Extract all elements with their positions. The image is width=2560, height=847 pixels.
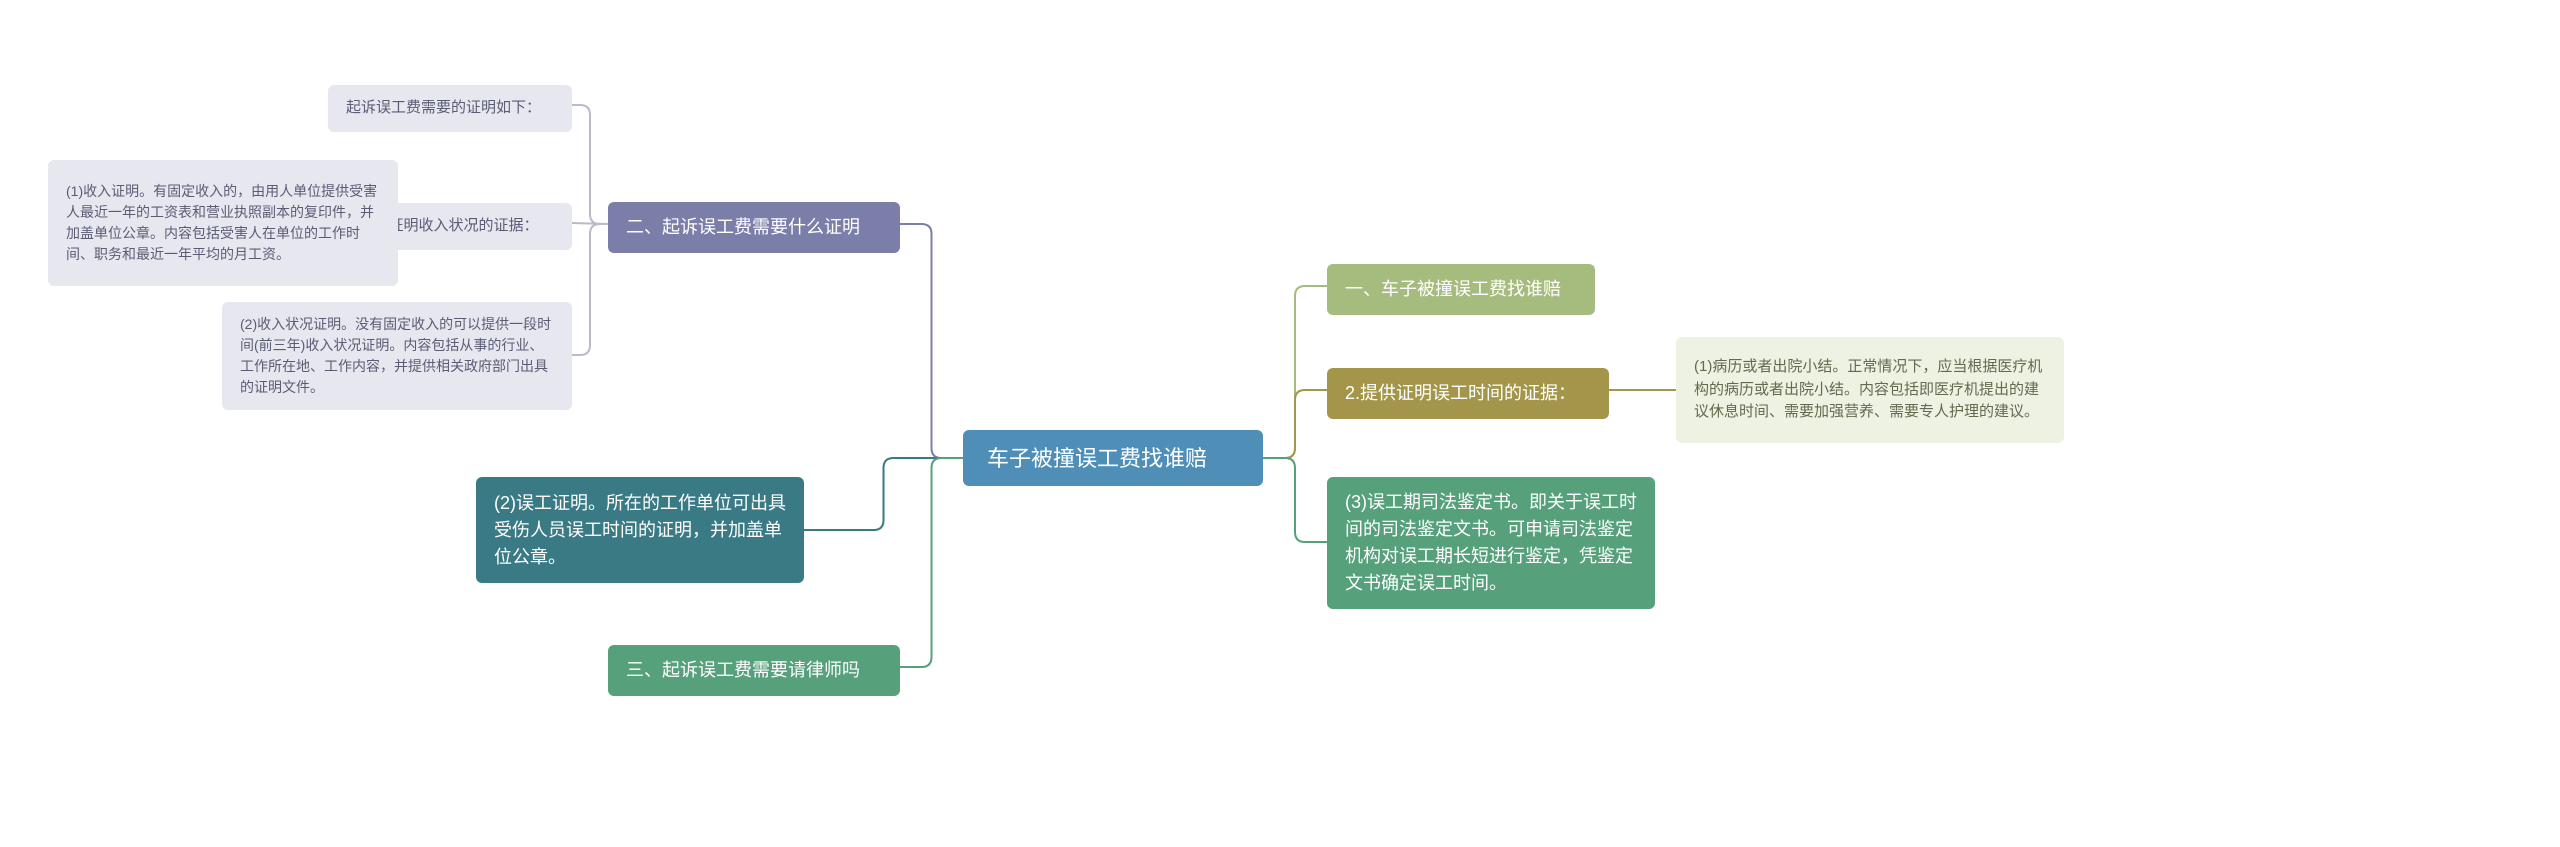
node-r1: 一、车子被撞误工费找谁赔 <box>1327 264 1595 315</box>
edge <box>1263 286 1327 458</box>
edge <box>900 458 963 667</box>
edge <box>1263 390 1327 458</box>
edge <box>572 223 608 224</box>
node-r2: 2.提供证明误工时间的证据： <box>1327 368 1609 419</box>
edge <box>804 458 963 530</box>
node-r3: (3)误工期司法鉴定书。即关于误工时间的司法鉴定文书。可申请司法鉴定机构对误工期… <box>1327 477 1655 609</box>
node-l1: 二、起诉误工费需要什么证明 <box>608 202 900 253</box>
edge <box>1263 458 1327 542</box>
node-r2a: (1)病历或者出院小结。正常情况下，应当根据医疗机构的病历或者出院小结。内容包括… <box>1676 337 2064 443</box>
edge <box>572 224 608 355</box>
edge <box>572 105 608 224</box>
node-l1b1: (1)收入证明。有固定收入的，由用人单位提供受害人最近一年的工资表和营业执照副本… <box>48 160 398 286</box>
node-l1a: 起诉误工费需要的证明如下： <box>328 85 572 132</box>
center-node: 车子被撞误工费找谁赔 <box>963 430 1263 486</box>
node-l1c: (2)收入状况证明。没有固定收入的可以提供一段时间(前三年)收入状况证明。内容包… <box>222 302 572 410</box>
edge <box>900 224 963 458</box>
node-l3: 三、起诉误工费需要请律师吗 <box>608 645 900 696</box>
node-l2: (2)误工证明。所在的工作单位可出具受伤人员误工时间的证明，并加盖单位公章。 <box>476 477 804 583</box>
